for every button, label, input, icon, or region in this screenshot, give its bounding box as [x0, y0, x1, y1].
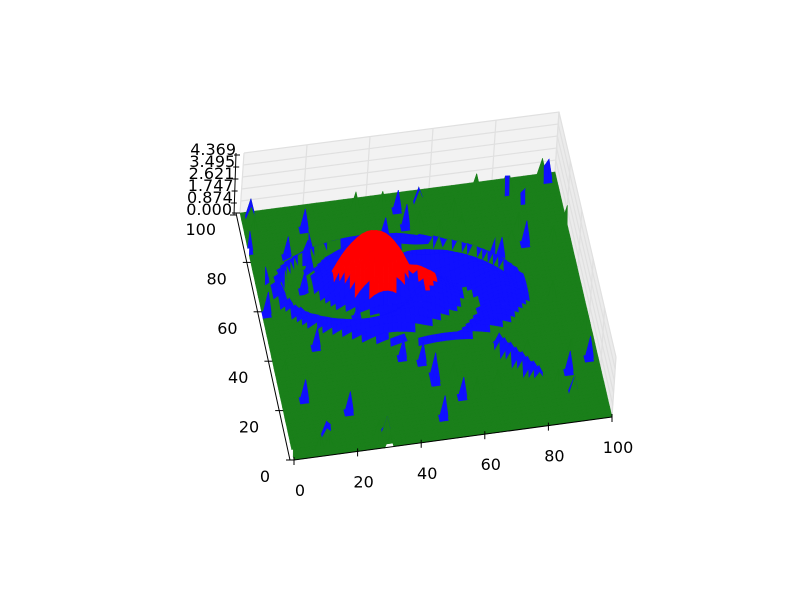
surface-cell — [392, 315, 397, 323]
surface-cell — [406, 314, 411, 323]
surface-cell — [298, 253, 303, 267]
surface-cell — [417, 254, 422, 263]
surface-cell — [455, 332, 460, 340]
surface-cell — [379, 248, 384, 260]
surface-cell — [370, 326, 375, 336]
surface-cell — [402, 314, 407, 322]
surface-cell — [392, 275, 396, 294]
surface-cell — [423, 336, 428, 345]
surface-cell — [397, 315, 402, 323]
surface-cell — [448, 239, 453, 251]
surface-cell — [419, 234, 424, 244]
surface-cell — [410, 238, 415, 245]
surface-cell — [446, 341, 451, 349]
surface-cell — [379, 324, 384, 334]
surface-cell — [407, 323, 412, 333]
surface-cell — [389, 323, 394, 333]
surface-cell — [414, 338, 419, 348]
surface-cell — [422, 255, 427, 263]
surface-cell — [388, 249, 393, 262]
surface-cell — [383, 248, 388, 260]
surface-cell — [384, 274, 389, 291]
surface-cell — [332, 240, 337, 252]
surface-cell — [426, 254, 431, 262]
surface-cell — [410, 307, 415, 314]
surface-cell — [442, 341, 447, 349]
surface-cell — [392, 292, 397, 305]
surface-cell — [450, 332, 455, 341]
surface-cell — [378, 240, 383, 249]
surface-cell — [411, 323, 416, 333]
surface-cell — [406, 244, 411, 251]
surface-cell — [384, 324, 389, 334]
surface-cell — [458, 241, 463, 254]
surface-cell — [431, 261, 436, 270]
surface-cell — [441, 333, 446, 342]
surface-cell — [433, 342, 438, 350]
surface-cell — [437, 342, 442, 350]
surface-cell — [384, 260, 389, 274]
surface-cell — [374, 260, 379, 277]
surface-cell — [374, 293, 379, 308]
surface-cell — [327, 241, 332, 252]
surface-cell — [402, 323, 407, 333]
surface-cell — [451, 340, 456, 348]
surface-cell — [379, 260, 384, 276]
surface-cell — [428, 335, 433, 344]
surface-cell — [482, 332, 487, 340]
surface-cell — [415, 315, 420, 325]
surface-cell — [375, 325, 380, 335]
surface-cell — [468, 332, 473, 340]
surface-cell — [477, 324, 482, 332]
surface-cell — [374, 249, 379, 263]
surface-cell — [388, 291, 393, 305]
surface-cell — [314, 245, 319, 258]
surface-cell — [437, 334, 442, 343]
surface-cell — [393, 323, 398, 333]
surface-cell — [505, 176, 510, 197]
surface-cell — [319, 244, 324, 258]
surface-cell — [379, 291, 384, 306]
surface-cell — [388, 260, 393, 275]
surface-cell — [464, 332, 469, 340]
surface-cell — [459, 332, 464, 340]
surface-cell — [419, 316, 424, 326]
surface-cell — [414, 307, 419, 315]
surface-cell — [432, 334, 437, 343]
surface-cell — [384, 291, 389, 305]
surface-cell — [446, 332, 451, 341]
surface-cell — [379, 274, 384, 293]
surface-cell — [455, 340, 460, 348]
surface-cell — [398, 323, 403, 333]
surface-cell — [477, 332, 482, 340]
surface-cell — [374, 275, 379, 295]
surface-cell — [388, 274, 393, 292]
